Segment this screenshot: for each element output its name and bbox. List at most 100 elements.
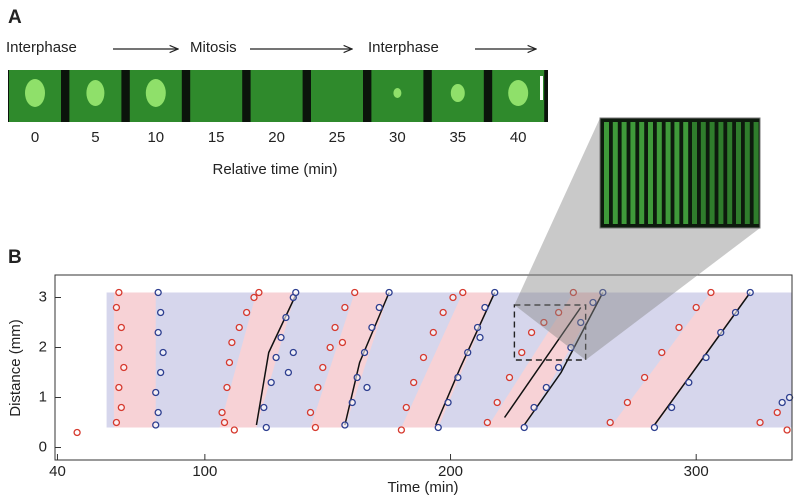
frame: [250, 70, 303, 122]
point: [375, 303, 383, 312]
x-tick-label: 25: [329, 129, 346, 146]
inset-stripe: [604, 122, 609, 224]
point: [577, 318, 585, 327]
fit-line: [653, 292, 751, 426]
point: [152, 388, 160, 397]
inset-stripe: [621, 122, 627, 224]
x-tick-label: 35: [449, 129, 466, 146]
frame: [311, 70, 363, 122]
cell-blob: [393, 88, 402, 98]
y-tick-label: 3: [39, 288, 47, 305]
point: [520, 423, 528, 432]
region: [219, 292, 296, 428]
point: [115, 383, 123, 392]
point: [606, 418, 614, 427]
point: [434, 423, 442, 432]
point: [154, 288, 162, 297]
point: [311, 423, 320, 432]
point: [756, 418, 764, 427]
cell-blob: [145, 79, 166, 107]
point: [397, 426, 406, 434]
point: [115, 343, 123, 352]
point: [675, 323, 683, 332]
point: [685, 378, 693, 387]
point: [112, 418, 121, 427]
x-tick-label: 200: [438, 463, 463, 480]
point: [746, 288, 754, 297]
region: [610, 292, 751, 428]
point: [235, 323, 243, 332]
point: [444, 398, 452, 407]
point: [473, 323, 482, 332]
point: [348, 398, 356, 407]
point: [230, 426, 238, 434]
inset-stripe: [665, 122, 671, 224]
point: [692, 303, 700, 312]
x-tick-label: 40: [49, 463, 66, 480]
point: [306, 408, 315, 417]
point: [255, 288, 263, 297]
point: [476, 333, 484, 342]
point: [778, 398, 786, 407]
scale-bar: [540, 76, 543, 100]
phase-label: Mitosis: [190, 39, 237, 56]
fit-line: [435, 292, 496, 426]
region: [401, 292, 495, 428]
inset-stripe: [674, 122, 680, 224]
point: [667, 403, 676, 412]
y-axis-label: Distance (mm): [7, 319, 24, 417]
x-tick-label: 40: [510, 129, 527, 146]
point: [481, 303, 489, 312]
point: [449, 293, 457, 302]
point: [773, 408, 781, 417]
point: [785, 393, 794, 402]
phase-label: Interphase: [6, 39, 77, 56]
point: [242, 308, 251, 317]
x-tick-label: 30: [389, 129, 406, 146]
point: [554, 363, 563, 372]
point: [518, 348, 526, 357]
point: [402, 403, 410, 412]
x-tick-label: 15: [208, 129, 225, 146]
point: [554, 308, 563, 317]
point: [314, 383, 322, 392]
point: [658, 348, 666, 357]
inset-stripe: [709, 122, 715, 224]
point: [589, 298, 597, 307]
point: [152, 421, 160, 429]
point: [353, 373, 361, 382]
point: [527, 328, 536, 337]
point: [459, 288, 467, 297]
inset-stripe: [612, 122, 618, 224]
point: [156, 368, 165, 377]
inset-stripe: [630, 122, 636, 224]
point: [272, 353, 280, 362]
point: [112, 303, 121, 312]
x-axis-label: Time (min): [387, 479, 458, 496]
point: [493, 398, 501, 407]
inset-stripe: [648, 122, 653, 224]
inset-image: [599, 117, 761, 229]
inset-stripe: [692, 122, 697, 224]
point: [250, 293, 258, 302]
x-tick-label: 5: [91, 129, 99, 146]
image-strip: [8, 70, 548, 122]
y-tick-label: 1: [39, 388, 47, 405]
y-tick-label: 0: [39, 438, 47, 455]
point: [292, 288, 300, 297]
point: [351, 288, 359, 297]
point: [360, 348, 369, 357]
point: [262, 423, 270, 432]
inset-stripe: [744, 122, 750, 224]
point: [331, 323, 339, 332]
point: [385, 288, 393, 297]
point: [419, 353, 428, 362]
point: [731, 308, 740, 317]
point: [228, 338, 236, 347]
point: [530, 403, 538, 412]
point: [120, 363, 128, 372]
zoom-box: [513, 304, 587, 361]
cell-blob: [508, 80, 529, 106]
panel-label: A: [8, 7, 22, 28]
